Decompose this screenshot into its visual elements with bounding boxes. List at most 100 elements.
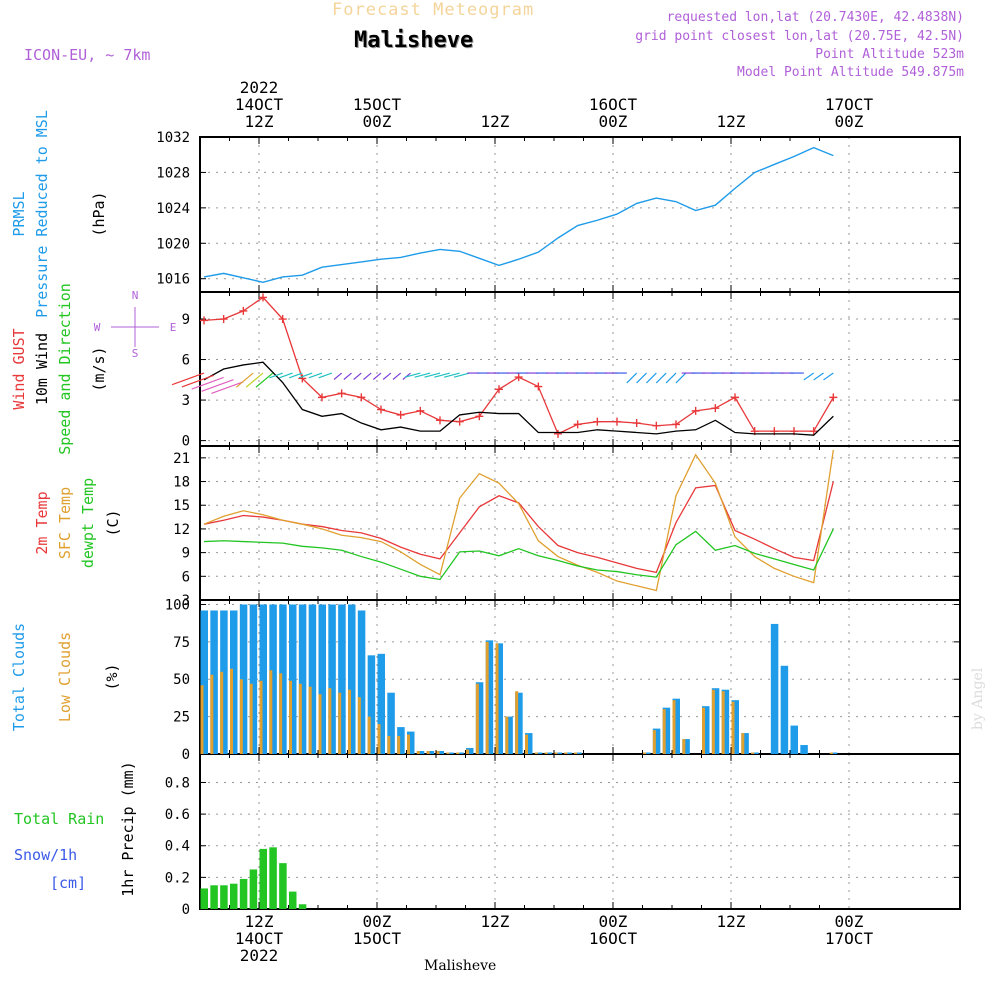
total-cloud-bar	[780, 665, 789, 754]
low-cloud-bar	[347, 689, 351, 754]
total-cloud-bar	[524, 733, 533, 754]
low-cloud-bar	[230, 668, 234, 754]
y-tick-label: 0	[182, 747, 190, 763]
wind-arrow	[382, 372, 392, 380]
y-tick-label: 6	[182, 353, 190, 369]
time-label-bottom: 00Z	[363, 912, 392, 931]
y-tick-label: 21	[173, 451, 190, 467]
time-label-top: 12Z	[245, 112, 274, 131]
total-cloud-bar	[770, 623, 779, 754]
time-label-top: 00Z	[835, 112, 864, 131]
time-label-top: 2022	[240, 78, 279, 97]
wind-label-3: (m/s)	[90, 346, 108, 391]
gust-marker	[809, 427, 818, 436]
wind-arrow	[414, 372, 431, 378]
total-cloud-bar	[436, 751, 444, 754]
low-cloud-bar	[554, 752, 558, 754]
total-cloud-bar	[338, 604, 346, 754]
low-cloud-bar	[436, 751, 440, 754]
precip-label: 1hr Precip (mm)	[119, 761, 137, 896]
low-cloud-bar	[495, 643, 499, 754]
total-cloud-bar	[239, 604, 248, 754]
wind-arrow	[665, 372, 677, 384]
total-cloud-bar	[279, 604, 287, 754]
low-cloud-bar	[308, 686, 312, 754]
gust-marker	[298, 374, 307, 383]
rain-bar	[220, 885, 228, 909]
time-label-top: 00Z	[363, 112, 392, 131]
total-cloud-bar	[210, 610, 218, 754]
low-cloud-bar	[377, 724, 381, 754]
low-cloud-bar	[751, 752, 755, 754]
rain-bar	[230, 883, 238, 909]
low-cloud-bar	[731, 701, 735, 754]
wind-arrow	[813, 372, 824, 381]
low-cloud-bar	[711, 689, 715, 754]
wind-arrow	[269, 372, 283, 379]
wind-arrow	[803, 372, 815, 381]
gust-marker	[357, 393, 366, 402]
low-cloud-bar	[416, 751, 420, 754]
gust-marker	[416, 406, 425, 415]
y-tick-label: 50	[173, 672, 190, 688]
time-label-bottom: 00Z	[599, 912, 628, 931]
total-cloud-bar	[249, 604, 258, 754]
time-label-bottom: 17OCT	[825, 929, 874, 948]
gust-marker	[318, 393, 326, 402]
y-tick-label: 25	[173, 710, 190, 726]
wind-arrow	[655, 372, 667, 384]
low-cloud-bar	[328, 688, 332, 754]
low-cloud-bar	[406, 734, 410, 754]
rain-bar	[288, 891, 297, 909]
total-cloud-bar	[288, 604, 297, 754]
total-cloud-bar	[554, 752, 562, 754]
low-cloud-bar	[367, 716, 371, 754]
time-label-bottom: 14OCT	[235, 929, 284, 948]
compass-n: N	[132, 289, 139, 302]
low-cloud-bar	[574, 752, 578, 754]
wind-arrow	[404, 372, 421, 378]
gust-marker	[200, 316, 208, 325]
time-label-bottom: 15OCT	[353, 929, 402, 948]
total-cloud-bar	[318, 604, 326, 754]
total-cloud-bar	[298, 604, 307, 754]
gust-marker	[494, 385, 503, 394]
footer-location: Malisheve	[424, 958, 497, 974]
wind-arrow	[318, 372, 333, 379]
snow-unit-label: [cm]	[50, 874, 86, 892]
y-tick-label: 0.8	[165, 775, 190, 791]
gust-marker	[829, 393, 838, 402]
clouds-label-1: Low Clouds	[56, 632, 74, 722]
low-cloud-bar	[220, 671, 224, 754]
wind-arrow	[245, 372, 264, 388]
low-cloud-bar	[200, 685, 204, 754]
wind-arrow	[211, 381, 244, 395]
low-cloud-bar	[387, 736, 391, 754]
low-cloud-bar	[249, 683, 253, 754]
low-cloud-bar	[485, 641, 489, 754]
total-cloud-bar	[259, 604, 267, 754]
wind-arrow	[636, 372, 647, 384]
wind-arrow	[255, 372, 274, 388]
wind-arrow	[353, 372, 362, 380]
gust-marker	[278, 315, 287, 324]
total-cloud-bar	[721, 689, 730, 754]
total-cloud-bar	[406, 731, 415, 754]
compass-w: W	[94, 321, 101, 334]
gust-marker	[534, 382, 543, 391]
wind-arrow	[235, 372, 254, 388]
low-cloud-bar	[279, 673, 283, 754]
total-cloud-bar	[672, 698, 680, 754]
time-label-top: 17OCT	[825, 95, 874, 114]
time-label-top: 14OCT	[235, 95, 284, 114]
wind-arrow	[392, 372, 402, 380]
total-cloud-bar	[456, 752, 464, 754]
low-cloud-bar	[456, 752, 460, 754]
total-cloud-bar	[544, 752, 553, 754]
total-cloud-bar	[328, 604, 336, 754]
low-cloud-bar	[397, 736, 401, 754]
low-cloud-bar	[721, 691, 725, 754]
total-cloud-bar	[269, 604, 277, 754]
low-cloud-bar	[741, 733, 745, 754]
wind-arrow	[444, 372, 460, 378]
